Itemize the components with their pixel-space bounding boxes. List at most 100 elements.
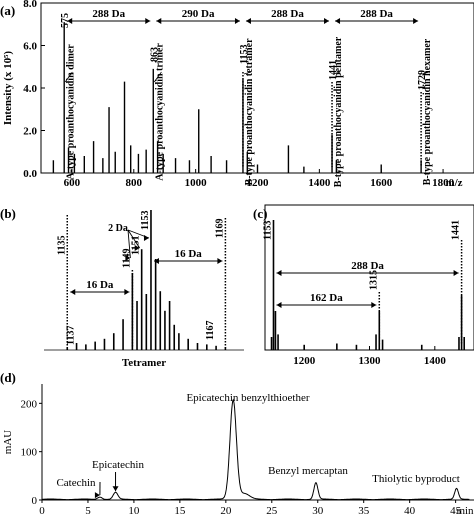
x-tick-label: 0: [39, 505, 45, 517]
panel-d-chromatogram: 0 100 200 0 5 10 15 20 25 30 35 40 45 mAU min Catechin E…: [2, 384, 474, 517]
arrow-head-right: [217, 258, 223, 264]
peak-mz-label: 1169: [214, 219, 225, 238]
y-tick-label: 200: [21, 398, 38, 410]
y-axis-label: mAU: [2, 430, 14, 455]
x-tick-label: 600: [64, 177, 81, 189]
x-tick-label: 1200: [247, 177, 270, 189]
peak-mz-label: 1441: [451, 220, 462, 240]
y-tick-label: 0: [32, 495, 38, 507]
arrow-head-left: [276, 270, 282, 276]
x-tick-label: 1300: [359, 355, 382, 367]
arrow-head-right: [371, 302, 377, 308]
spacing-label: 288 Da: [92, 8, 125, 20]
peak-name-label: Benzyl mercaptan: [268, 465, 348, 477]
x-tick-label: 35: [358, 505, 370, 517]
y-tick-label: 2.0: [23, 126, 37, 138]
peak-mz-label: 863: [149, 47, 160, 62]
peak-name-label: Epicatechin: [92, 459, 144, 471]
arrow-head-left: [276, 302, 282, 308]
arrow-head-right: [453, 270, 459, 276]
pointer-arrow-head: [94, 492, 100, 499]
chromatogram-trace: [42, 398, 470, 501]
x-tick-label: 20: [220, 505, 232, 517]
peak-mz-label: 1137: [66, 326, 77, 345]
annotation-pointer: [243, 71, 252, 75]
panel-label-a: (a): [0, 3, 15, 18]
arrow-head-right: [324, 18, 330, 24]
annotation-pointer: [422, 71, 430, 75]
arrow-head-left: [245, 18, 251, 24]
peak-mz-label: 1441: [328, 60, 339, 80]
arrow-head-left: [156, 18, 162, 24]
arrow-head-right: [145, 18, 151, 24]
arrow-head-left: [335, 18, 341, 24]
mass-diff-label: 16 Da: [86, 279, 114, 291]
oligomer-annotation: A-type proanthocyanidin dimer: [65, 44, 76, 180]
arrow-head-right: [234, 18, 240, 24]
oligomer-annotation: B-type proanthocyanidin hexamer: [422, 38, 433, 185]
x-axis-label: m/z: [445, 177, 462, 189]
peak-name-label: Catechin: [56, 477, 96, 489]
spacing-label: 288 Da: [271, 8, 304, 20]
mass-diff-label: 288 Da: [351, 260, 384, 272]
x-tick-label: 1400: [308, 177, 331, 189]
x-tick-label: 40: [404, 505, 416, 517]
arrow-head-right: [413, 18, 419, 24]
x-tick-label: 5: [85, 505, 91, 517]
x-tick-label: 10: [128, 505, 140, 517]
panel-label-b: (b): [0, 206, 16, 221]
panel-label-d: (d): [0, 370, 16, 385]
y-axis-label: Intensity (x 10⁵): [2, 51, 14, 126]
panel-a-spectrum: 0.0 2.0 4.0 6.0 8.0 600 800 1000 1200 1400 1600 180…: [2, 0, 474, 189]
pointer-arrow-head: [143, 235, 149, 241]
peak-mz-label: 1729: [417, 70, 428, 90]
arrow-head-right: [124, 289, 130, 295]
x-axis-label: min: [456, 505, 474, 517]
peak-mz-label: 1153: [262, 221, 273, 240]
oligomer-annotation: A-type proanthocyanidin trimer: [154, 43, 165, 181]
x-tick-label: 1600: [370, 177, 393, 189]
mass-diff-label: 2 Da: [108, 223, 128, 234]
x-axis-label: Tetramer: [122, 357, 166, 369]
x-tick-label: 25: [266, 505, 278, 517]
x-tick-label: 15: [174, 505, 186, 517]
x-tick-label: 1200: [293, 355, 316, 367]
peak-name-label: Epicatechin benzylthioether: [186, 392, 309, 404]
peak-mz-label: 1135: [56, 236, 67, 255]
x-tick-label: 45: [450, 505, 462, 517]
x-tick-label: 1000: [185, 177, 208, 189]
plot-frame: [40, 2, 474, 174]
peak-mz-label: 1153: [140, 211, 151, 230]
y-tick-label: 6.0: [23, 41, 37, 53]
peak-mz-label: 575: [60, 13, 71, 28]
pointer-arrow-head: [112, 486, 119, 492]
x-tick-label: 1400: [424, 355, 447, 367]
mass-diff-label: 162 Da: [310, 292, 343, 304]
pointer-arrow-head: [125, 255, 131, 261]
mass-diff-label: 16 Da: [175, 248, 203, 260]
annotation-pointer: [64, 71, 73, 83]
arrow-head-left: [153, 258, 159, 264]
peak-name-label: Thiolytic byproduct: [372, 473, 460, 485]
x-tick-label: 1800: [432, 177, 455, 189]
peak-mz-label: 1153: [239, 45, 250, 64]
y-tick-label: 0.0: [23, 168, 37, 180]
pointer-arrow: [127, 229, 141, 249]
peak-mz-label: 1151: [131, 236, 142, 255]
peak-mz-label: 1167: [205, 321, 216, 340]
oligomer-annotation: B-type proanthocyanidin pentamer: [333, 36, 344, 187]
arrow-head-left: [70, 289, 76, 295]
oligomer-annotation: B-type proanthocyanidin tetramer: [244, 38, 255, 186]
x-tick-label: 30: [312, 505, 324, 517]
y-tick-label: 8.0: [23, 0, 37, 10]
y-tick-label: 100: [21, 447, 38, 459]
pointer-arrow-head: [134, 245, 140, 251]
y-tick-label: 4.0: [23, 83, 37, 95]
annotation-pointer: [332, 71, 341, 75]
panel-label-c: (c): [253, 206, 267, 221]
spacing-label: 288 Da: [360, 8, 393, 20]
annotation-pointer: [153, 71, 162, 83]
